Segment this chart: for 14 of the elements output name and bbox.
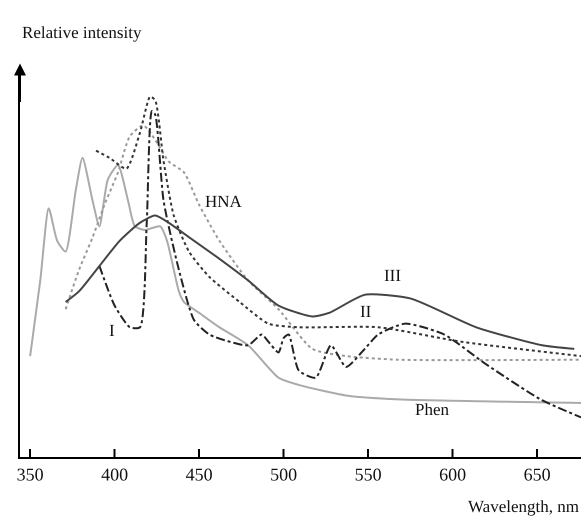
x-tick-label: 500	[270, 464, 298, 485]
x-tick-label: 350	[16, 464, 44, 485]
annotation: III	[384, 266, 402, 285]
annotation: II	[360, 302, 372, 321]
annotation: Phen	[415, 400, 450, 419]
annotation: I	[109, 321, 115, 340]
x-tick-label: 600	[439, 464, 466, 485]
x-axis-title: Wavelength, nm	[468, 497, 579, 516]
x-tick-label: 650	[524, 464, 551, 485]
x-tick-label: 400	[101, 464, 128, 485]
annotation: HNA	[205, 192, 243, 211]
x-tick-label: 450	[186, 464, 213, 485]
y-axis-title: Relative intensity	[22, 23, 142, 42]
x-tick-label: 550	[354, 464, 382, 485]
